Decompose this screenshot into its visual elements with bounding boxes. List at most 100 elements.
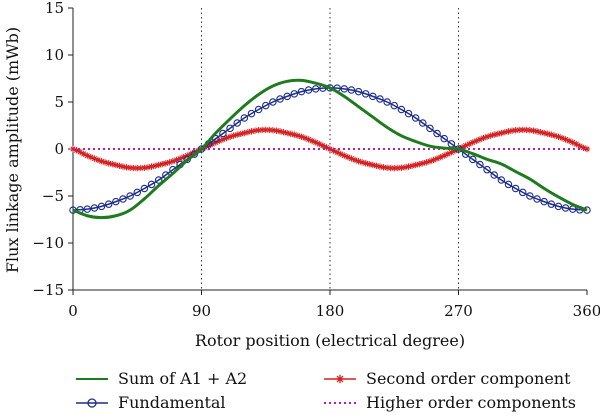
series-point bbox=[580, 144, 587, 151]
series-point bbox=[312, 139, 319, 146]
tick-labels: −15 −10 −5 0 5 10 15 0 90 180 270 360 bbox=[32, 0, 600, 320]
series-point bbox=[498, 129, 505, 137]
series-point bbox=[80, 150, 87, 158]
series-point bbox=[316, 140, 323, 148]
series-point bbox=[176, 155, 184, 162]
series-point bbox=[87, 153, 95, 161]
series-point bbox=[126, 164, 134, 171]
series-point bbox=[261, 101, 270, 110]
series-point bbox=[555, 133, 562, 140]
series-point bbox=[380, 164, 387, 171]
y-tick-label: −5 bbox=[42, 187, 64, 205]
series-point bbox=[104, 200, 113, 208]
series-point bbox=[412, 161, 419, 169]
series-point bbox=[426, 124, 434, 133]
series-point bbox=[305, 136, 312, 143]
series-point bbox=[540, 129, 548, 137]
legend-label: Sum of A1 + A2 bbox=[118, 369, 247, 388]
series-second-order-component bbox=[69, 126, 591, 172]
series-point bbox=[487, 132, 494, 139]
series-point bbox=[155, 161, 162, 169]
series-point bbox=[348, 155, 355, 162]
series-point bbox=[551, 132, 559, 139]
legend-label: Higher order components bbox=[366, 393, 576, 412]
series-point bbox=[241, 129, 248, 137]
series-point bbox=[269, 98, 277, 106]
series-point bbox=[476, 136, 484, 143]
series-point bbox=[458, 144, 466, 151]
series-point bbox=[247, 109, 256, 118]
series-point bbox=[258, 126, 266, 134]
series-point bbox=[483, 165, 491, 174]
series-point bbox=[383, 98, 391, 106]
series-point bbox=[540, 197, 548, 206]
series-point bbox=[255, 127, 262, 134]
series-point bbox=[347, 86, 356, 94]
series-point bbox=[140, 184, 149, 193]
series-point bbox=[123, 164, 130, 171]
series-point bbox=[226, 124, 234, 133]
series-point bbox=[383, 164, 391, 171]
series-point bbox=[90, 204, 99, 212]
series-point bbox=[376, 95, 384, 103]
series-point bbox=[519, 126, 526, 134]
series-point bbox=[405, 163, 412, 170]
series-point bbox=[219, 136, 227, 143]
series-point bbox=[518, 188, 527, 197]
series-point bbox=[490, 171, 498, 179]
legend-marker bbox=[335, 374, 345, 384]
series-point bbox=[205, 142, 212, 149]
legend-item: Fundamental bbox=[76, 393, 226, 412]
series-point bbox=[355, 158, 362, 165]
legend-item: Second order component bbox=[324, 369, 571, 388]
series-point bbox=[373, 162, 380, 170]
series-point bbox=[112, 161, 120, 169]
series-line bbox=[72, 78, 588, 220]
series-point bbox=[480, 134, 487, 142]
series-point bbox=[244, 128, 252, 136]
series-point bbox=[358, 159, 366, 166]
series-point bbox=[294, 132, 302, 139]
series-point bbox=[97, 202, 106, 211]
series-point bbox=[319, 142, 327, 149]
series-point bbox=[151, 162, 159, 170]
series-point bbox=[233, 119, 241, 127]
legend-item: Sum of A1 + A2 bbox=[76, 369, 247, 388]
series-point bbox=[248, 128, 255, 135]
series-point bbox=[94, 156, 102, 164]
series-point bbox=[283, 129, 291, 137]
x-tick-label: 270 bbox=[444, 302, 473, 320]
series-point bbox=[451, 147, 459, 154]
y-tick-label: −15 bbox=[32, 281, 64, 299]
series-point bbox=[262, 126, 269, 134]
y-tick-label: 5 bbox=[54, 93, 64, 111]
series-point bbox=[544, 130, 551, 138]
x-tick-label: 180 bbox=[316, 302, 345, 320]
series-point bbox=[411, 114, 420, 122]
series-point bbox=[366, 160, 373, 168]
series-point bbox=[433, 129, 441, 138]
series-point bbox=[216, 137, 223, 145]
series-point bbox=[533, 128, 541, 135]
series-point bbox=[333, 149, 341, 156]
series-point bbox=[554, 202, 563, 211]
series-point bbox=[101, 159, 109, 166]
series-point bbox=[340, 85, 349, 93]
series-point bbox=[83, 205, 92, 213]
series-point bbox=[240, 114, 249, 122]
series-point bbox=[426, 158, 434, 165]
series-point bbox=[297, 87, 306, 96]
series-point bbox=[130, 164, 137, 172]
series-point bbox=[548, 131, 555, 138]
series-point bbox=[561, 204, 570, 212]
series-point bbox=[141, 164, 148, 171]
series-point bbox=[444, 150, 451, 158]
series-point bbox=[391, 164, 398, 172]
series-point bbox=[512, 127, 519, 134]
series-point bbox=[526, 192, 534, 200]
series-point bbox=[387, 164, 394, 172]
series-point bbox=[490, 131, 498, 138]
series-point bbox=[430, 156, 437, 164]
series-point bbox=[304, 86, 313, 94]
